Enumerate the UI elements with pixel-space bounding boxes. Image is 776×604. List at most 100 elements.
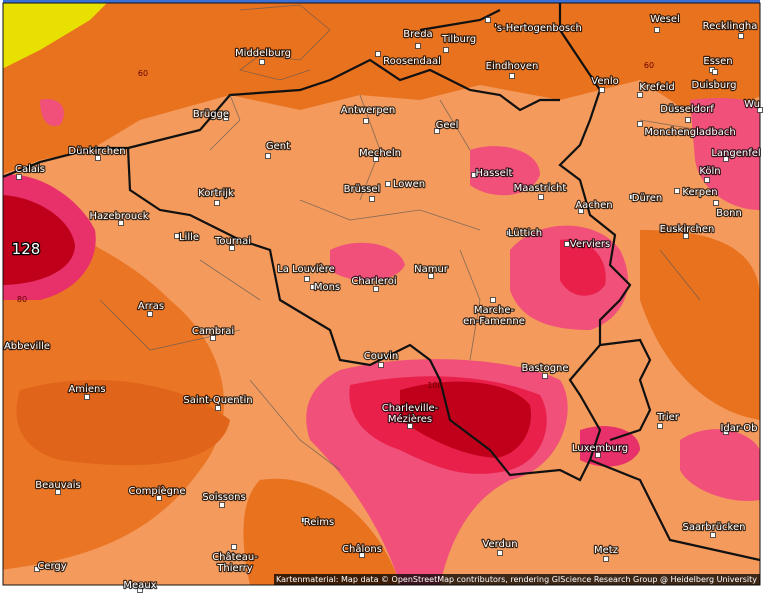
city-label: Roosendaal bbox=[383, 56, 441, 67]
city-dot bbox=[84, 394, 90, 400]
city: Charleroi bbox=[350, 275, 398, 292]
max-value: 128 bbox=[12, 240, 41, 258]
city-label: Hazebrouck bbox=[89, 211, 148, 222]
city-label: Couvin bbox=[364, 351, 398, 362]
city: Metz bbox=[593, 544, 619, 562]
city-label: Middelburg bbox=[235, 48, 291, 59]
city: Charleville-Mézières bbox=[381, 402, 440, 429]
city-dot bbox=[757, 107, 763, 113]
city: Wesel bbox=[649, 13, 681, 33]
city: Gent bbox=[265, 140, 291, 159]
city-dot bbox=[654, 27, 660, 33]
city-dot bbox=[223, 115, 229, 121]
city-label: Tournai bbox=[214, 236, 251, 247]
city-dot bbox=[118, 220, 124, 226]
contour-label: 60 bbox=[138, 69, 148, 78]
contour-label: 60 bbox=[644, 61, 654, 70]
city-label: Châlons bbox=[342, 543, 382, 555]
city-label: Mecheln bbox=[359, 148, 401, 159]
city-label: Aachen bbox=[575, 200, 612, 211]
city-dot bbox=[738, 33, 744, 39]
city-dot bbox=[147, 311, 153, 317]
city-dot bbox=[265, 153, 271, 159]
city: 's-Hertogenbosch bbox=[485, 17, 583, 35]
attribution: Kartenmaterial: Map data © OpenStreetMap… bbox=[276, 575, 757, 584]
city: Soissons bbox=[201, 491, 247, 508]
city-label: Lüttich bbox=[508, 228, 542, 239]
city: Couvin bbox=[363, 350, 399, 368]
city: Maastricht bbox=[512, 182, 568, 200]
city-label: Saint-Quentin bbox=[183, 395, 252, 406]
city: Amiens bbox=[67, 383, 107, 400]
city-label: Beauvais bbox=[35, 480, 81, 491]
city-label: Château- bbox=[212, 551, 258, 563]
city: Mecheln bbox=[358, 147, 402, 162]
city: Luxemburg bbox=[571, 442, 629, 458]
city-dot bbox=[685, 117, 691, 123]
city-label: Soissons bbox=[202, 492, 245, 503]
city: Abbeville bbox=[3, 340, 51, 353]
city-dot bbox=[723, 156, 729, 162]
city: La Louvière bbox=[276, 262, 336, 282]
city-dot bbox=[497, 550, 503, 556]
city: Venlo bbox=[590, 75, 620, 93]
city: Euskirchen bbox=[658, 223, 716, 239]
city: Düsseldorf bbox=[659, 103, 715, 123]
city: Lüttich bbox=[506, 227, 543, 240]
city-label: en-Famenne bbox=[463, 316, 525, 327]
city-dot bbox=[713, 200, 719, 206]
city-dot bbox=[712, 69, 718, 75]
city-label: Düren bbox=[632, 193, 662, 204]
city-dot bbox=[637, 121, 643, 127]
city-dot bbox=[415, 43, 421, 49]
city-dot bbox=[629, 194, 635, 200]
city-label: Mézières bbox=[388, 413, 432, 425]
city: Marche-en-Famenne bbox=[462, 297, 526, 328]
city: Bastogne bbox=[520, 362, 570, 379]
city-dot bbox=[434, 128, 440, 134]
city: Düren bbox=[629, 192, 663, 205]
city-label: Lowen bbox=[393, 179, 425, 190]
city-dot bbox=[219, 502, 225, 508]
city: Lille bbox=[174, 231, 200, 244]
city-dot bbox=[16, 174, 22, 180]
city-dot bbox=[378, 362, 384, 368]
city-label: Meaux bbox=[123, 580, 156, 591]
city-dot bbox=[55, 489, 61, 495]
city: Duisburg bbox=[690, 69, 738, 92]
city-label: Köln bbox=[699, 166, 720, 177]
city-dot bbox=[509, 73, 515, 79]
city-label: Reims bbox=[304, 517, 334, 528]
city: Köln bbox=[698, 165, 722, 183]
city-dot bbox=[603, 556, 609, 562]
city-label: Idar-Ob bbox=[720, 423, 757, 434]
city: Arras bbox=[137, 300, 165, 317]
city-dot bbox=[542, 373, 548, 379]
city-label: Tilburg bbox=[441, 34, 476, 45]
city-label: Breda bbox=[403, 29, 432, 40]
city-label: Venlo bbox=[591, 76, 618, 87]
city-dot bbox=[5, 342, 11, 348]
city: Châlons bbox=[341, 542, 383, 558]
city: Beauvais bbox=[34, 479, 82, 495]
city-label: Compiègne bbox=[129, 485, 186, 497]
city-dot bbox=[373, 156, 379, 162]
city-dot bbox=[485, 17, 491, 23]
city-label: Hasselt bbox=[476, 168, 513, 179]
city: Antwerpen bbox=[340, 104, 396, 124]
city: Saint-Quentin bbox=[182, 394, 254, 411]
city-label: Geel bbox=[436, 120, 459, 131]
city-dot bbox=[301, 517, 307, 523]
city-label: Verviers bbox=[570, 239, 611, 250]
city-dot bbox=[95, 155, 101, 161]
city-dot bbox=[637, 92, 643, 98]
city: Cambrai bbox=[191, 325, 235, 341]
city-label: 's-Hertogenbosch bbox=[494, 23, 582, 34]
city: Recklingha bbox=[701, 20, 759, 39]
city-label: Calais bbox=[15, 164, 45, 175]
city-dot bbox=[710, 532, 716, 538]
city-label: Eindhoven bbox=[486, 61, 539, 72]
city-dot bbox=[363, 118, 369, 124]
city: Eindhoven bbox=[484, 60, 540, 79]
city-label: Kortrijk bbox=[198, 188, 234, 199]
